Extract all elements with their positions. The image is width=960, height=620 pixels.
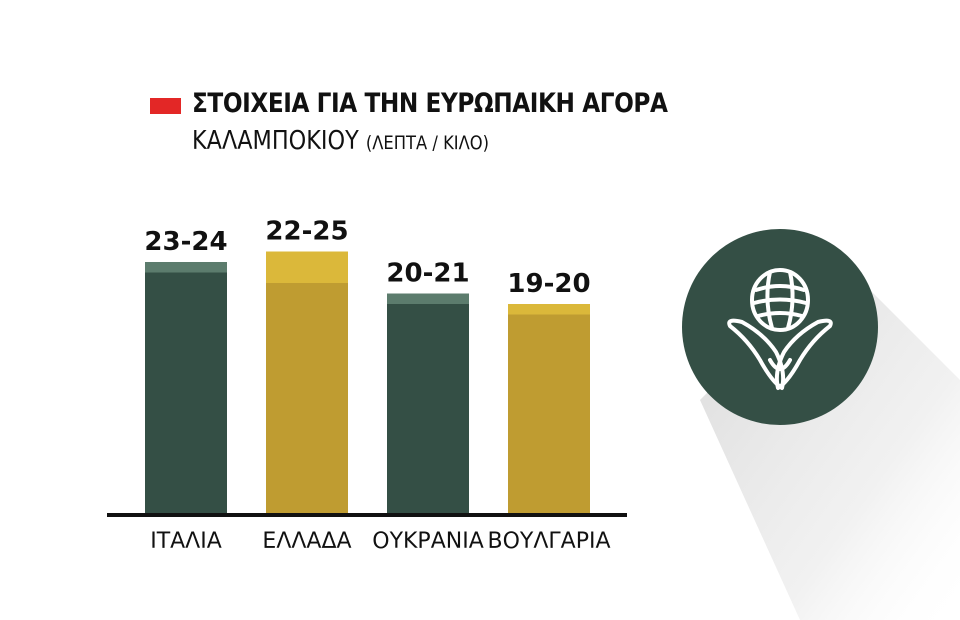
bar-min-2: [387, 304, 469, 514]
chart-subtitle: ΚΑΛΑΜΠΟΚΙΟΥ (ΛΕΠΤΑ / ΚΙΛΟ): [192, 124, 489, 160]
bar-min-0: [145, 272, 227, 514]
value-label-3: 19-20: [507, 269, 590, 299]
category-label-2: ΟΥΚΡΑΝΙΑ: [372, 529, 484, 554]
bar-range-2: [387, 293, 469, 304]
unit-label: (ΛΕΠΤΑ / ΚΙΛΟ): [365, 132, 490, 154]
value-label-2: 20-21: [386, 259, 469, 289]
bar-range-3: [508, 304, 590, 315]
category-label-3: ΒΟΥΛΓΑΡΙΑ: [487, 529, 610, 554]
chart-title: ΣΤΟΙΧΕΙΑ ΓΙΑ ΤΗΝ ΕΥΡΩΠΑΙΚΗ ΑΓΟΡΑ: [192, 88, 668, 119]
bar-range-1: [266, 251, 348, 283]
legend-square: [150, 98, 181, 114]
bar-range-0: [145, 262, 227, 273]
icon-circle: [682, 229, 878, 425]
category-labels-group: ΙΤΑΛΙΑ ΕΛΛΑΔΑ ΟΥΚΡΑΝΙΑ ΒΟΥΛΓΑΡΙΑ: [150, 529, 610, 554]
bar-min-3: [508, 314, 590, 514]
subtitle-text: ΚΑΛΑΜΠΟΚΙΟΥ: [192, 126, 359, 156]
bar-min-1: [266, 283, 348, 514]
category-label-1: ΕΛΛΑΔΑ: [262, 529, 351, 554]
value-labels-group: 23-24 22-25 20-21 19-20: [144, 217, 590, 300]
corn-glyph: [727, 268, 833, 390]
bars-group: [145, 251, 590, 514]
value-label-1: 22-25: [265, 217, 348, 247]
value-label-0: 23-24: [144, 227, 227, 257]
category-label-0: ΙΤΑΛΙΑ: [150, 529, 222, 554]
